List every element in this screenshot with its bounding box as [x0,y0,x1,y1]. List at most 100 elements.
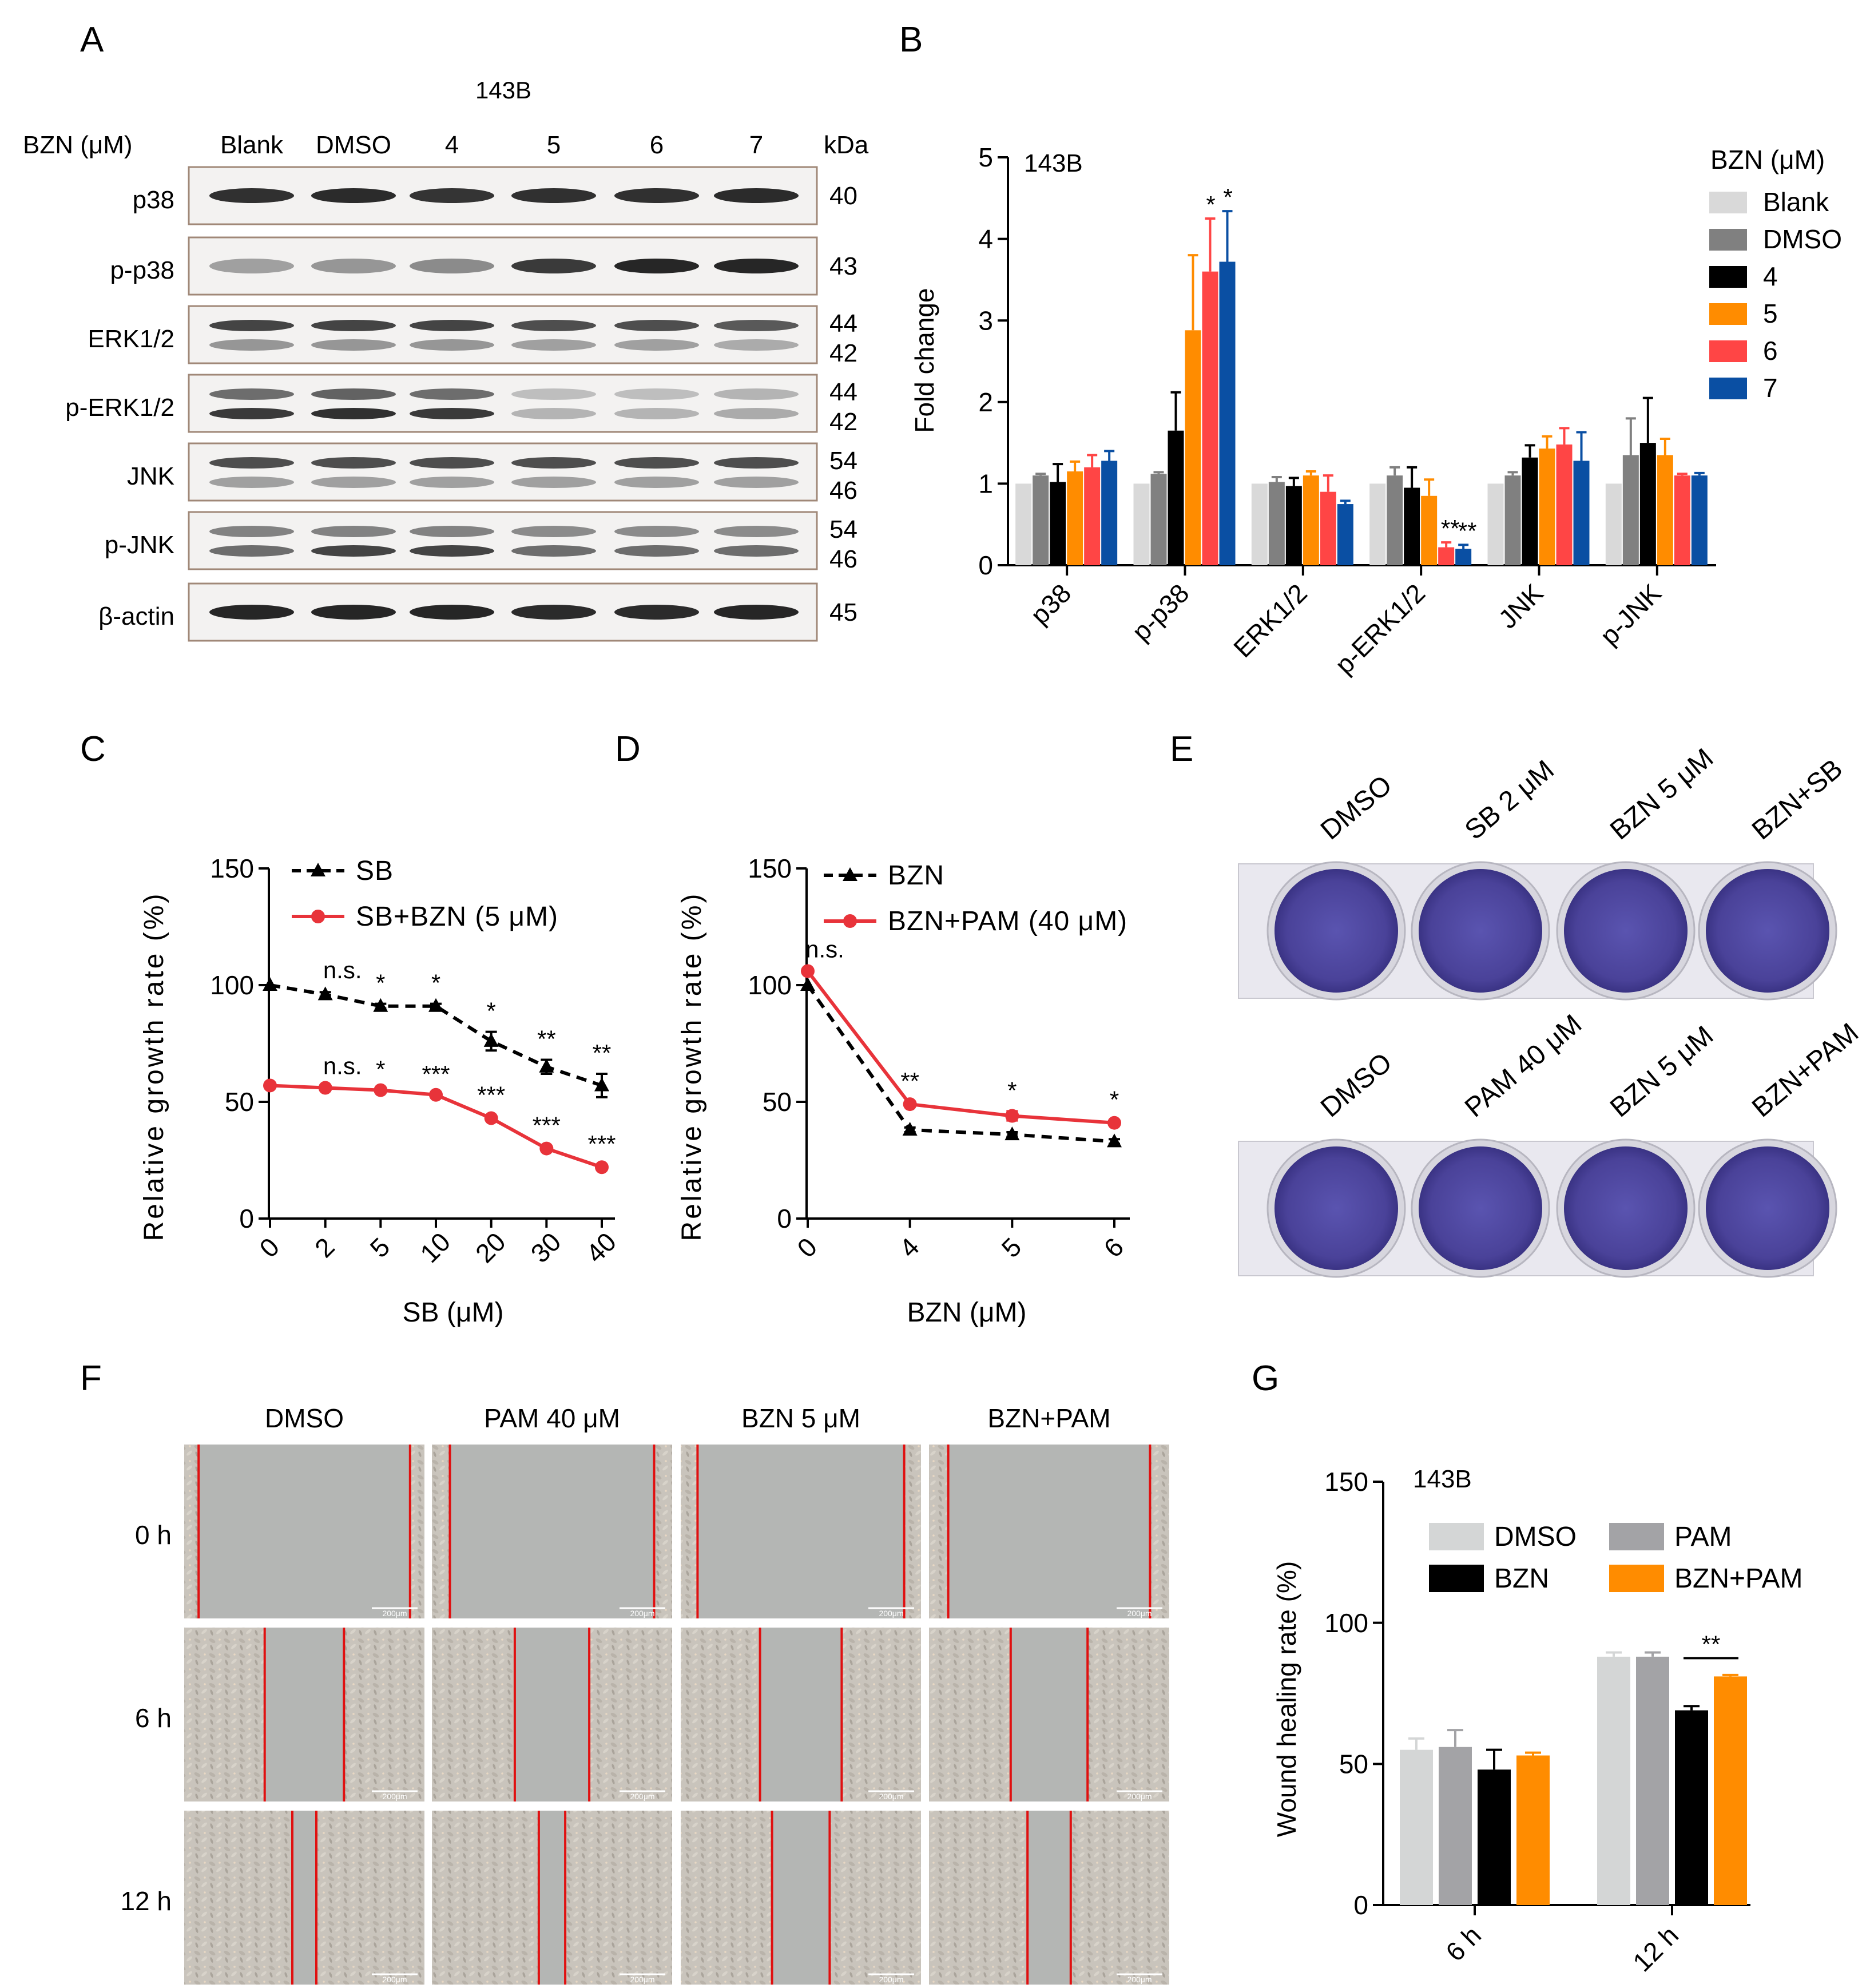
bar-jnk-6 [1556,444,1573,565]
row-label-0-h: 0 h [135,1520,172,1550]
blot-row-actin: β-actin 45 [98,582,857,642]
blot-band [410,545,494,557]
y-tick-label: 0 [239,1204,254,1233]
legend-label-blank: Blank [1763,187,1829,217]
panel-letter-f: F [80,1359,102,1398]
bar-p-erk1-2-dmso [1387,475,1403,565]
bar-p-jnk-blank [1605,483,1622,565]
x-tick-label-6-h: 6 h [1440,1920,1487,1967]
panel-f: F DMSO PAM 40 μM BZN 5 μM BZN+PAM 0 h 200μm 20… [80,1359,1169,1985]
significance-mark: ** [1702,1630,1721,1657]
y-tick-label: 100 [1324,1608,1368,1638]
significance-label: ** [537,1026,556,1053]
blot-band [614,605,699,620]
significance-label: * [376,1056,385,1083]
blot-label-p-p38: p-p38 [110,256,174,284]
blot-band [511,545,596,557]
legend-label-sb-bzn-5-m: SB+BZN (5 μM) [356,902,558,932]
bar-p38-blank [1015,483,1032,565]
data-point-bzn [800,977,815,991]
blot-row-p38: p38 40 [133,166,857,225]
blot-band [714,457,799,469]
significance-label: *** [422,1061,450,1088]
x-tick-label-12-h: 12 h [1627,1920,1684,1977]
blot-membrane [188,442,818,502]
blot-band [311,545,396,557]
blot-band [209,188,294,203]
blot-membrane [188,511,818,570]
plate-well-stain [1275,869,1398,993]
bar-p-jnk-4 [1639,443,1656,565]
data-point-sb-bzn-5-m [595,1160,609,1174]
bar-6-h-pam [1439,1747,1472,1905]
blot-band [614,388,699,400]
panel-e: E DMSO SB 2 μM BZN 5 μM BZN+SB DMSO PAM 40 μM… [1170,729,1864,1278]
lane-label-6: 6 [650,131,664,159]
lane-label-dmso: DMSO [316,131,391,159]
kda-value: 45 [829,598,857,626]
legend-title: BZN (μM) [1710,145,1825,174]
wound-gap [1010,1628,1088,1801]
legend-swatch-dmso [1429,1523,1484,1550]
data-point-bzn [1107,1133,1122,1148]
data-point-bzn-pam-40-m [801,964,815,978]
blot-label-p-jnk: p-JNK [105,531,174,559]
blot-band [311,388,396,400]
blot-band [209,339,294,351]
scale-bar-label: 200μm [879,1609,903,1618]
y-axis-label: Fold change [910,288,939,432]
plate-label-bzn-pam: BZN+PAM [1746,1018,1864,1124]
y-tick-label: 100 [210,970,254,1000]
significance-label: n.s. [323,1053,362,1080]
panel-letter-e: E [1170,729,1193,769]
x-tick-label-6: 6 [1098,1232,1129,1263]
x-tick-label-5: 5 [996,1232,1027,1263]
blot-band [714,408,799,419]
blot-band [614,320,699,331]
blot-band [614,408,699,419]
blot-band [209,320,294,331]
x-tick-label-p-erk1-2: p-ERK1/2 [1329,578,1431,680]
y-tick-label: 5 [978,142,993,172]
y-tick-label: 50 [225,1087,254,1117]
blot-band [614,188,699,203]
bar-erk1-2-7 [1337,504,1353,565]
legend-label-4: 4 [1763,261,1778,291]
blot-membrane [188,374,818,433]
blot-band [511,408,596,419]
wound-gap [760,1628,842,1801]
y-tick-label: 0 [777,1204,792,1233]
x-tick-label-4: 4 [894,1232,925,1263]
blot-band [311,526,396,537]
data-point-sb [483,1033,499,1047]
kda-value: 40 [829,182,857,210]
panel-g: G 0 50 100 150 143B Wound healing rate (%) 6 h… [1252,1359,1802,1977]
blot-band [410,320,494,331]
kda-value: 46 [829,545,857,573]
legend-marker [311,910,325,923]
blot-band [410,388,494,400]
scale-bar-label: 200μm [879,1975,903,1984]
blot-band [311,188,396,203]
blot-band [511,320,596,331]
bar-jnk-blank [1487,483,1504,565]
panel-letter-a: A [80,20,104,59]
legend-label-6: 6 [1763,336,1778,366]
y-tick-label: 50 [763,1087,792,1117]
kda-value: 54 [829,515,857,543]
y-tick-label: 100 [748,970,792,1000]
significance-mark: * [1206,191,1215,218]
cell-line-label: 143B [475,77,531,104]
bar-6-h-bzn-pam [1516,1755,1550,1905]
blot-band [311,339,396,351]
y-tick-label: 0 [1353,1890,1368,1920]
data-point-sb-bzn-5-m [263,1078,277,1093]
data-point-sb-bzn-5-m [318,1081,332,1095]
legend-label-bzn-pam: BZN+PAM [1674,1564,1802,1594]
lane-labels: Blank DMSO 4 5 6 7 [220,131,763,159]
kda-label: kDa [824,131,869,159]
scale-bar-label: 200μm [1127,1609,1152,1618]
y-tick-label: 2 [978,387,993,417]
